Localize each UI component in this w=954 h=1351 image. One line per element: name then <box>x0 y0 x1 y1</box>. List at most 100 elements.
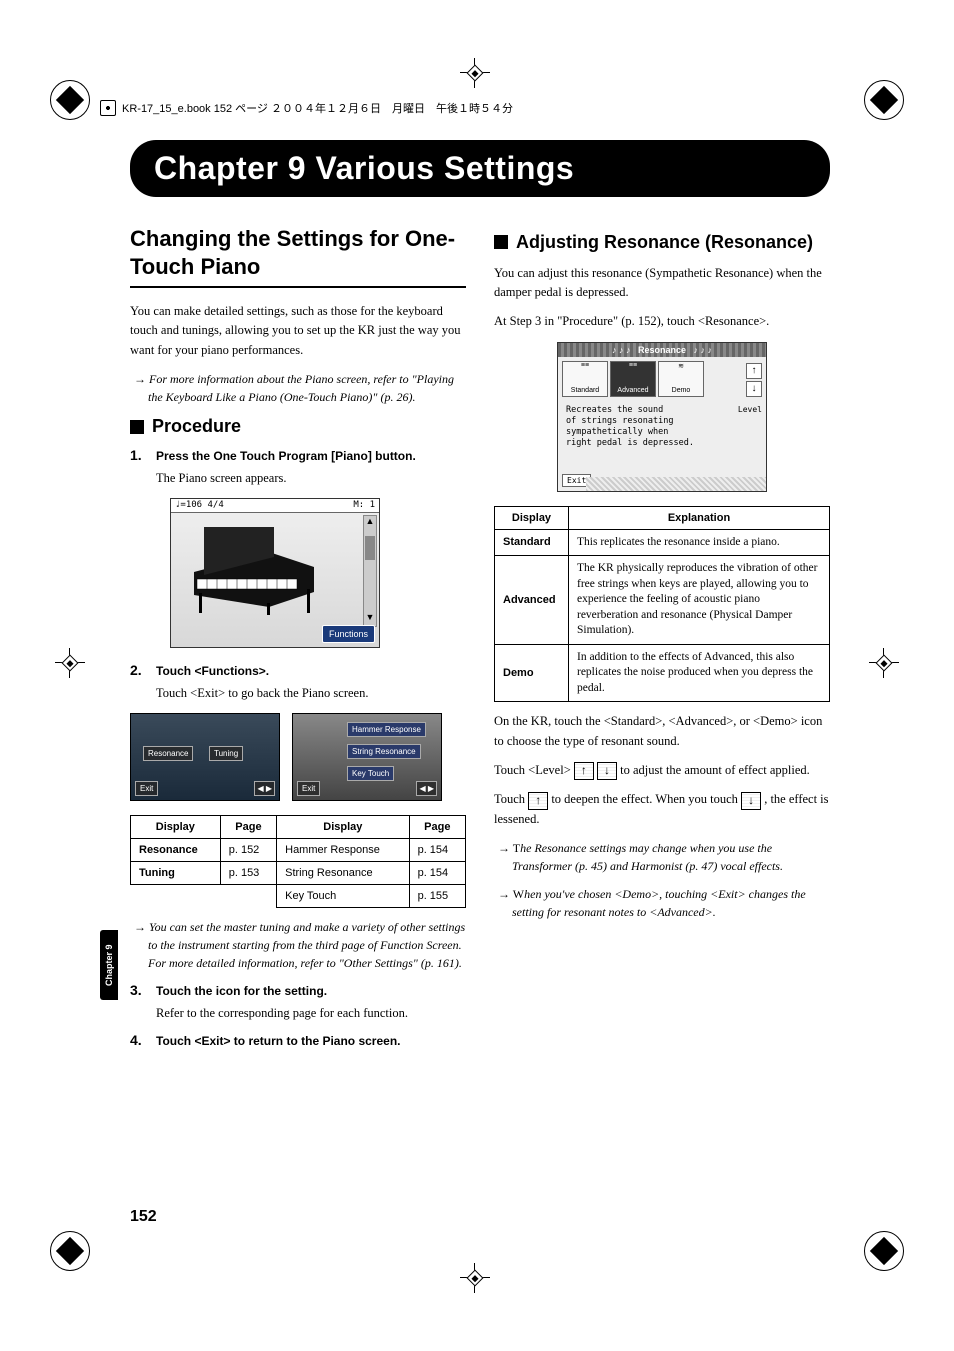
step-3: 3. Touch the icon for the setting. <box>130 982 466 998</box>
table-cell: p. 153 <box>220 861 276 884</box>
page-content: Chapter 9 Various Settings Changing the … <box>130 140 830 1054</box>
step-instruction: Touch <Exit> to return to the Piano scre… <box>156 1032 401 1048</box>
step-body: Touch <Exit> to go back the Piano screen… <box>156 684 466 703</box>
registration-mark <box>864 80 904 120</box>
piano-illustration <box>179 517 329 617</box>
table-header: Page <box>409 815 465 838</box>
hammer-response-tile: Hammer Response <box>347 722 426 737</box>
resonance-tile: Resonance <box>143 746 193 761</box>
procedure-heading: Procedure <box>130 416 466 437</box>
table-cell: p. 154 <box>409 861 465 884</box>
intro-paragraph: At Step 3 in "Procedure" (p. 152), touch… <box>494 312 830 331</box>
resonance-mode-tabs: ≡≡Standard ≡≡Advanced ≋Demo <box>562 361 704 397</box>
chapter-title-banner: Chapter 9 Various Settings <box>130 140 830 197</box>
figure-footer <box>586 477 766 491</box>
cross-ref-note: When you've chosen <Demo>, touching <Exi… <box>512 885 830 921</box>
step-number: 1. <box>130 447 148 463</box>
arrow-up-icon: ↑ <box>574 762 594 780</box>
level-controls: ↑ ↓ <box>746 363 762 397</box>
tuning-tile: Tuning <box>209 746 243 761</box>
step-instruction: Press the One Touch Program [Piano] butt… <box>156 447 416 463</box>
figure-title: ♪ ♪ ♪ Resonance ♪ ♪ ♪ <box>558 343 766 357</box>
standard-tab: ≡≡Standard <box>562 361 608 397</box>
step-body: The Piano screen appears. <box>156 469 466 488</box>
step-body: Refer to the corresponding page for each… <box>156 1004 466 1023</box>
registration-mark <box>50 1231 90 1271</box>
file-header: KR-17_15_e.book 152 ページ ２００４年１２月６日 月曜日 午… <box>100 100 513 116</box>
step-2: 2. Touch <Functions>. <box>130 662 466 678</box>
table-cell: Standard <box>495 529 569 556</box>
table-header: Display <box>131 815 221 838</box>
intro-paragraph: You can make detailed settings, such as … <box>130 302 466 360</box>
crop-mark <box>460 58 490 88</box>
resonance-description: Recreates the sound of strings resonatin… <box>566 405 694 449</box>
functions-button: Functions <box>322 625 375 643</box>
step-1: 1. Press the One Touch Program [Piano] b… <box>130 447 466 463</box>
resonance-explanation-table: Display Explanation Standard This replic… <box>494 506 830 703</box>
chapter-side-tab: Chapter 9 <box>100 930 118 1000</box>
arrow-down-icon: ↓ <box>597 762 617 780</box>
body-text: On the KR, touch the <Standard>, <Advanc… <box>494 712 830 751</box>
string-resonance-tile: String Resonance <box>347 744 421 759</box>
registration-mark <box>864 1231 904 1271</box>
table-cell: Demo <box>495 644 569 702</box>
arrow-down-icon: ↓ <box>741 792 761 810</box>
cross-ref-note: For more information about the Piano scr… <box>148 370 466 406</box>
figure-header: ♩=106 4/4 M: 1 <box>171 499 379 513</box>
step-number: 3. <box>130 982 148 998</box>
step-4: 4. Touch <Exit> to return to the Piano s… <box>130 1032 466 1048</box>
measure-display: M: 1 <box>353 500 375 511</box>
step-number: 2. <box>130 662 148 678</box>
intro-paragraph: You can adjust this resonance (Sympathet… <box>494 264 830 303</box>
step-instruction: Touch the icon for the setting. <box>156 982 327 998</box>
table-cell: Hammer Response <box>277 838 409 861</box>
page-arrows: ◀ ▶ <box>254 781 275 796</box>
table-cell: p. 152 <box>220 838 276 861</box>
table-cell: Resonance <box>131 838 221 861</box>
piano-screen-figure: ♩=106 4/4 M: 1 <box>170 498 380 648</box>
step-number: 4. <box>130 1032 148 1048</box>
body-text: Touch ↑ to deepen the effect. When you t… <box>494 790 830 829</box>
exit-button: Exit <box>297 781 320 796</box>
settings-page-table: Display Page Display Page Resonance p. 1… <box>130 815 466 908</box>
table-cell: p. 155 <box>409 884 465 907</box>
table-header: Explanation <box>569 506 830 529</box>
tempo-display: ♩=106 4/4 <box>175 500 224 511</box>
level-label: Level <box>738 405 762 414</box>
key-touch-tile: Key Touch <box>347 766 394 781</box>
section-heading-one-touch: Changing the Settings for One-Touch Pian… <box>130 225 466 288</box>
arrow-up-icon: ↑ <box>528 792 548 810</box>
demo-tab: ≋Demo <box>658 361 704 397</box>
crop-mark <box>55 648 85 678</box>
cross-ref-note: The Resonance settings may change when y… <box>512 839 830 875</box>
table-header: Page <box>220 815 276 838</box>
figure-scrollbar: ▲ ▼ <box>363 515 377 627</box>
table-cell: The KR physically reproduces the vibrati… <box>569 556 830 645</box>
table-cell: This replicates the resonance inside a p… <box>569 529 830 556</box>
table-header: Display <box>277 815 409 838</box>
resonance-heading: Adjusting Resonance (Resonance) <box>494 231 830 254</box>
table-cell: Tuning <box>131 861 221 884</box>
function-screen-2: Hammer Response String Resonance Key Tou… <box>292 713 442 801</box>
cross-ref-note: You can set the master tuning and make a… <box>148 918 466 972</box>
resonance-screen-figure: ♪ ♪ ♪ Resonance ♪ ♪ ♪ ≡≡Standard ≡≡Advan… <box>557 342 767 492</box>
advanced-tab: ≡≡Advanced <box>610 361 656 397</box>
table-header: Display <box>495 506 569 529</box>
level-up-icon: ↑ <box>746 363 762 379</box>
table-cell: String Resonance <box>277 861 409 884</box>
page-number: 152 <box>130 1208 157 1226</box>
body-text: Touch <Level> ↑ ↓ to adjust the amount o… <box>494 761 830 780</box>
function-screen-1: Resonance Tuning Exit ◀ ▶ <box>130 713 280 801</box>
page-arrows: ◀ ▶ <box>416 781 437 796</box>
crop-mark <box>869 648 899 678</box>
table-cell: Advanced <box>495 556 569 645</box>
table-cell: Key Touch <box>277 884 409 907</box>
table-cell: p. 154 <box>409 838 465 861</box>
exit-button: Exit <box>135 781 158 796</box>
step-instruction: Touch <Functions>. <box>156 662 269 678</box>
registration-mark <box>50 80 90 120</box>
right-column: Adjusting Resonance (Resonance) You can … <box>494 225 830 1054</box>
crop-mark <box>460 1263 490 1293</box>
level-down-icon: ↓ <box>746 381 762 397</box>
left-column: Changing the Settings for One-Touch Pian… <box>130 225 466 1054</box>
